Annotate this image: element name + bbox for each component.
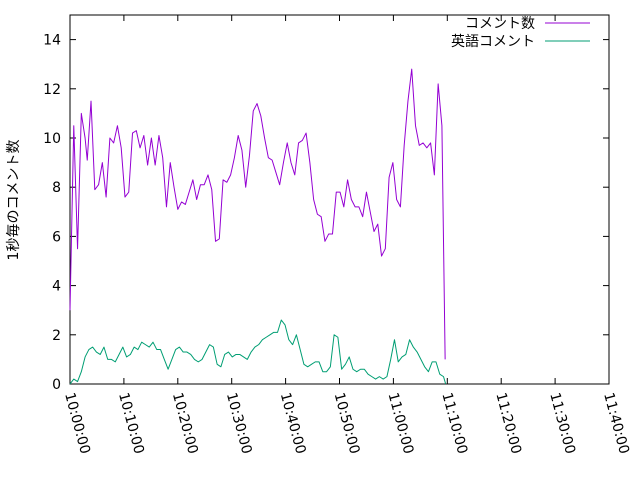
x-tick-label: 10:30:00 bbox=[223, 391, 255, 456]
legend-label: コメント数 bbox=[465, 16, 535, 32]
series-line-1 bbox=[69, 68, 446, 360]
y-tick-label: 2 bbox=[52, 328, 61, 344]
y-tick-label: 14 bbox=[43, 33, 61, 49]
y-tick-label: 8 bbox=[52, 180, 61, 196]
y-tick-label: 0 bbox=[52, 377, 61, 393]
x-tick-label: 11:40:00 bbox=[600, 391, 632, 456]
x-tick-label: 10:50:00 bbox=[331, 391, 363, 456]
y-tick-label: 12 bbox=[43, 82, 61, 98]
y-tick-label: 10 bbox=[43, 131, 61, 147]
x-tick-label: 10:00:00 bbox=[61, 391, 93, 456]
tick-labels: 0 2 4 6 8 10 12 14 10:00:00 10:10:00 10:20:00 10:30… bbox=[43, 33, 632, 456]
x-tick-label: 10:20:00 bbox=[169, 391, 201, 456]
series-lines bbox=[69, 68, 447, 385]
x-tick-label: 11:20:00 bbox=[492, 391, 524, 456]
series-line-2 bbox=[69, 319, 447, 385]
y-tick-label: 4 bbox=[52, 279, 61, 295]
x-tick-label: 10:40:00 bbox=[277, 391, 309, 456]
x-tick-label: 11:00:00 bbox=[385, 391, 417, 456]
plot-border bbox=[69, 14, 610, 385]
y-tick-label: 6 bbox=[52, 229, 61, 245]
legend-label: 英語コメント bbox=[451, 33, 535, 50]
axis-ticks bbox=[69, 15, 610, 385]
x-tick-label: 11:10:00 bbox=[438, 391, 470, 456]
x-tick-label: 11:30:00 bbox=[546, 391, 578, 456]
x-tick-label: 10:10:00 bbox=[115, 391, 147, 456]
y-axis-label: 1秒毎のコメント数 bbox=[6, 140, 22, 261]
plot-frame bbox=[69, 14, 610, 385]
